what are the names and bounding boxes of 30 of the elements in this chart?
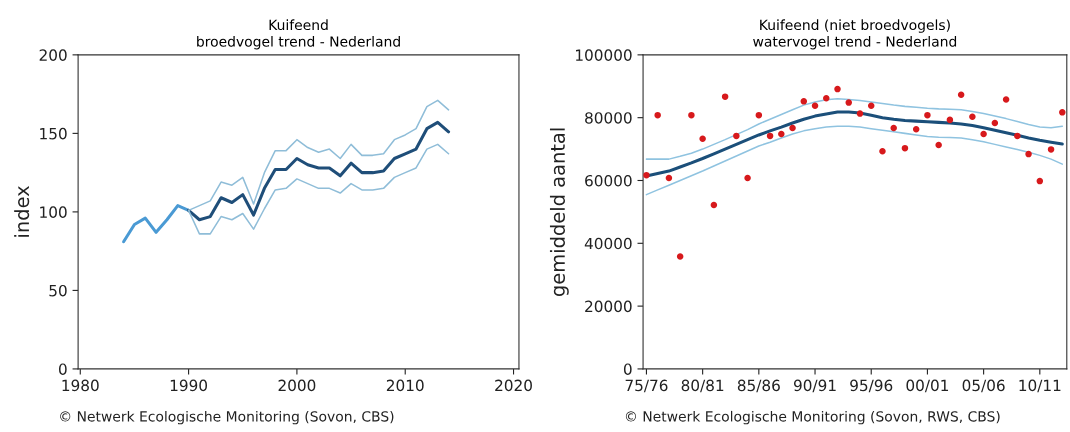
x-tick-label: 75/76 [625,379,668,393]
y-tick-label: 0 [58,363,67,375]
y-tick-label: 60000 [585,174,632,187]
y-tick-label: 100000 [576,49,632,61]
y-tick-label: 0 [623,363,632,375]
x-tick-label: 90/91 [793,379,836,393]
x-tick-label: 95/96 [850,379,893,393]
x-tick-label: 2020 [495,379,532,392]
text: © Netwerk Ecologische Monitoring (Sovon, CBS) [60,410,394,425]
y-tick-label: 20000 [585,300,632,313]
x-tick-label: 10/11 [1019,379,1061,393]
y-tick-label: 50 [49,284,67,297]
y-tick-label: 200 [39,49,67,61]
x-tick-label: 05/06 [962,379,1005,393]
y-tick-label: 80000 [585,112,632,124]
y-axis-title: gemiddeld aantal [549,128,569,296]
y-tick-label: 40000 [584,237,632,250]
chart-title: Kuifeend broedvogel trend - Nederland [197,19,400,50]
x-tick-label: 00/01 [906,379,949,393]
x-tick-label: 2000 [278,379,316,392]
x-tick-label: 2010 [386,379,424,392]
y-tick-label: 100 [40,206,67,218]
chart-title: Kuifeend (niet broedvogels) watervogel trend - Nederland [753,19,957,50]
x-tick-label: 80/81 [681,379,724,393]
x-tick-label: 1980 [62,379,99,392]
y-tick-label: 150 [40,127,67,140]
x-tick-label: 1990 [170,379,208,392]
text: © Netwerk Ecologische Monitoring (Sovon, RWS, CBS) [625,410,1000,425]
y-axis-title: index [14,185,30,237]
x-tick-label: 85/86 [737,379,780,393]
